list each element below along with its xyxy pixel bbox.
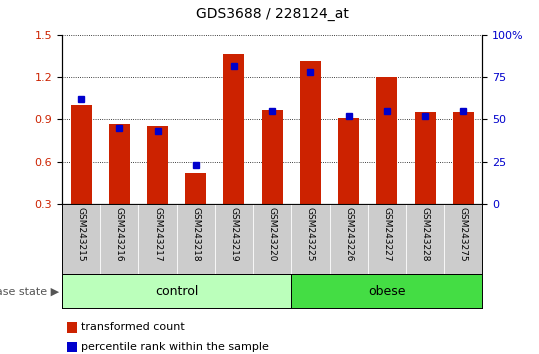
- Text: GSM243227: GSM243227: [382, 207, 391, 262]
- Text: GSM243217: GSM243217: [153, 207, 162, 262]
- Bar: [71, 105, 92, 204]
- Text: GSM243228: GSM243228: [420, 207, 430, 262]
- Text: transformed count: transformed count: [81, 322, 185, 332]
- Text: GSM243216: GSM243216: [115, 207, 124, 262]
- Text: GSM243226: GSM243226: [344, 207, 353, 262]
- Text: control: control: [155, 285, 198, 298]
- Text: GDS3688 / 228124_at: GDS3688 / 228124_at: [196, 7, 349, 21]
- Bar: [185, 173, 206, 204]
- Bar: [262, 110, 283, 204]
- Text: GSM243219: GSM243219: [230, 207, 238, 262]
- Text: percentile rank within the sample: percentile rank within the sample: [81, 342, 270, 352]
- Bar: [291, 274, 482, 308]
- Bar: [338, 118, 359, 204]
- Bar: [109, 124, 130, 204]
- Bar: [147, 126, 168, 204]
- Text: GSM243215: GSM243215: [77, 207, 86, 262]
- Text: disease state ▶: disease state ▶: [0, 286, 59, 296]
- Text: GSM243275: GSM243275: [459, 207, 468, 262]
- Bar: [414, 113, 436, 204]
- Text: obese: obese: [368, 285, 406, 298]
- Bar: [453, 113, 474, 204]
- Bar: [300, 61, 321, 204]
- Bar: [376, 78, 397, 204]
- Bar: [224, 53, 245, 204]
- Bar: [62, 274, 291, 308]
- Text: GSM243218: GSM243218: [191, 207, 201, 262]
- Text: GSM243220: GSM243220: [268, 207, 277, 262]
- Text: GSM243225: GSM243225: [306, 207, 315, 262]
